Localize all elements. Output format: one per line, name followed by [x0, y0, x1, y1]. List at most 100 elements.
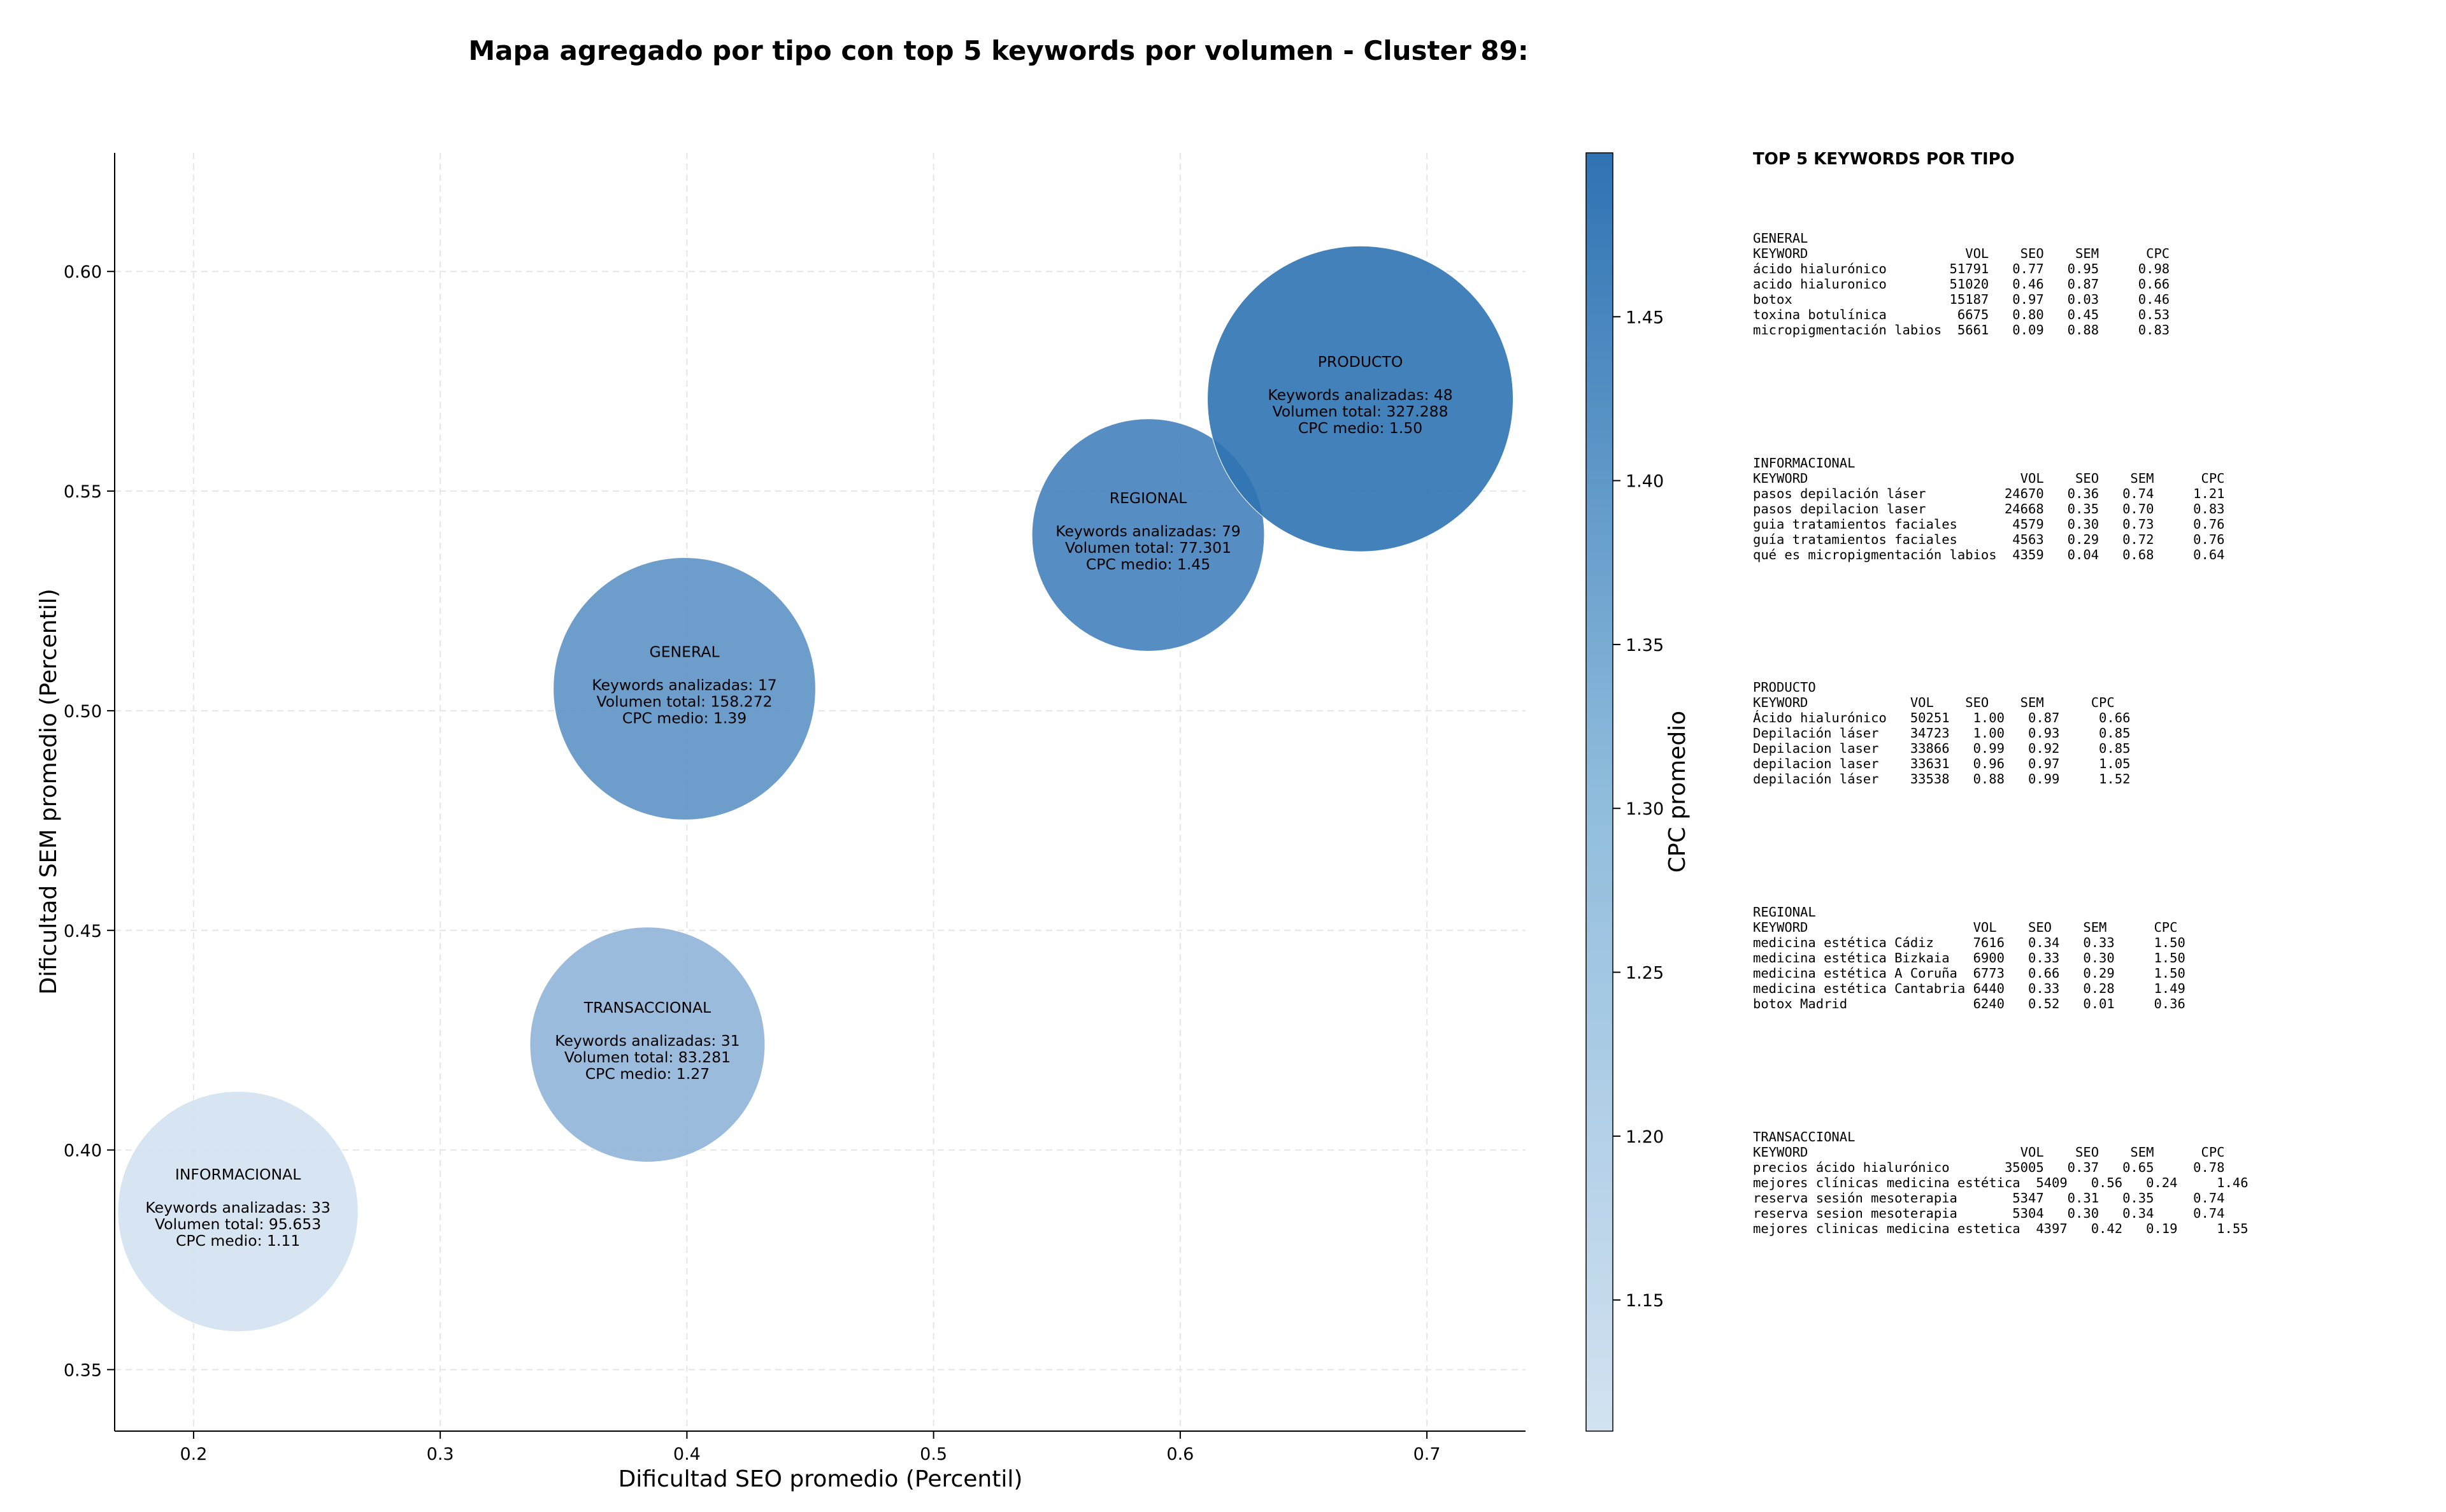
- table-row: botox 15187 0.97 0.03 0.46: [1753, 292, 2170, 307]
- colorbar-gradient: [1585, 152, 1613, 1432]
- table-header-row: KEYWORD VOL SEO SEM CPC: [1753, 920, 2178, 935]
- bubble-stat: Keywords analizadas: 17: [592, 676, 776, 694]
- table-row: reserva sesión mesoterapia 5347 0.31 0.3…: [1753, 1190, 2225, 1206]
- colorbar-tick-label: 1.40: [1626, 472, 1664, 492]
- bubble-stat: Volumen total: 327.288: [1273, 403, 1448, 420]
- table-row: qué es micropigmentación labios 4359 0.0…: [1753, 547, 2225, 562]
- table-row: mejores clinicas medicina estetica 4397 …: [1753, 1221, 2249, 1236]
- x-tick-label: 0.7: [1413, 1444, 1441, 1464]
- table-header-row: KEYWORD VOL SEO SEM CPC: [1753, 471, 2225, 486]
- table-row: pasos depilacion laser 24668 0.35 0.70 0…: [1753, 501, 2225, 517]
- colorbar-tick-label: 1.15: [1626, 1291, 1664, 1311]
- colorbar-tick-label: 1.30: [1626, 799, 1664, 819]
- keyword-table-informacional: INFORMACIONAL KEYWORD VOL SEO SEM CPC paso…: [1753, 455, 2225, 562]
- table-heading: TRANSACCIONAL: [1753, 1129, 1856, 1145]
- table-row: Depilación láser 34723 1.00 0.93 0.85: [1753, 725, 2131, 741]
- x-tick-label: 0.6: [1166, 1444, 1194, 1464]
- bubble-stat: CPC medio: 1.50: [1298, 419, 1422, 437]
- table-row: acido hialuronico 51020 0.46 0.87 0.66: [1753, 276, 2170, 292]
- x-ticks: 0.2 0.3 0.4 0.5 0.6 0.7: [180, 1431, 1441, 1464]
- y-ticks: 0.35 0.40 0.45 0.50 0.55 0.60: [64, 262, 115, 1380]
- chart-title: Mapa agregado por tipo con top 5 keyword…: [468, 35, 1529, 66]
- keyword-table-producto: PRODUCTO KEYWORD VOL SEO SEM CPC Ácido hia…: [1753, 680, 2130, 787]
- table-header-row: KEYWORD VOL SEO SEM CPC: [1753, 1145, 2225, 1160]
- keyword-table-transaccional: TRANSACCIONAL KEYWORD VOL SEO SEM CPC prec…: [1753, 1129, 2249, 1236]
- table-heading: REGIONAL: [1753, 904, 1816, 920]
- table-row: micropigmentación labios 5661 0.09 0.88 …: [1753, 322, 2170, 338]
- bubble-stat: CPC medio: 1.11: [176, 1232, 300, 1250]
- bubble-stat: Volumen total: 95.653: [155, 1215, 321, 1233]
- table-row: guia tratamientos faciales 4579 0.30 0.7…: [1753, 517, 2225, 532]
- table-row: medicina estética A Coruña 6773 0.66 0.2…: [1753, 966, 2185, 981]
- bubble-label: PRODUCTO: [1318, 353, 1403, 371]
- y-axis-label: Dificultad SEM promedio (Percentil): [36, 588, 62, 995]
- bubble: [553, 557, 816, 820]
- bubble-stat: Keywords analizadas: 33: [145, 1199, 330, 1216]
- table-row: ácido hialurónico 51791 0.77 0.95 0.98: [1753, 261, 2170, 276]
- colorbar: 1.15 1.20 1.25 1.30 1.35 1.40 1.45 CPC promedi…: [1585, 152, 1691, 1432]
- colorbar-tick-label: 1.45: [1626, 308, 1664, 327]
- colorbar-tick-label: 1.35: [1626, 636, 1664, 655]
- table-heading: INFORMACIONAL: [1753, 455, 1856, 471]
- bubble-stat: CPC medio: 1.39: [622, 709, 747, 727]
- top-keywords-panel: TOP 5 KEYWORDS POR TIPO GENERAL KEYWORD V…: [1753, 150, 2441, 1236]
- bubble-label: INFORMACIONAL: [175, 1166, 301, 1183]
- table-row: reserva sesion mesoterapia 5304 0.30 0.3…: [1753, 1206, 2225, 1221]
- table-row: depilación láser 33538 0.88 0.99 1.52: [1753, 771, 2131, 787]
- axes: [114, 153, 1526, 1432]
- x-tick-label: 0.5: [920, 1444, 947, 1464]
- bubble-stat: Volumen total: 83.281: [564, 1048, 731, 1066]
- table-row: depilacion laser 33631 0.96 0.97 1.05: [1753, 756, 2131, 771]
- bubble-label: REGIONAL: [1110, 489, 1187, 507]
- bubble-group: INFORMACIONAL Keywords analizadas: 33Volu…: [117, 1091, 359, 1332]
- x-tick-label: 0.2: [180, 1444, 207, 1464]
- y-tick-label: 0.35: [64, 1360, 102, 1380]
- panel-title: TOP 5 KEYWORDS POR TIPO: [1753, 150, 2015, 169]
- table-heading: GENERAL: [1753, 231, 1808, 246]
- table-row: mejores clínicas medicina estética 5409 …: [1753, 1175, 2249, 1190]
- bubble-stat: Volumen total: 158.272: [596, 692, 772, 710]
- bubble: [1031, 418, 1265, 652]
- x-tick-label: 0.3: [427, 1444, 454, 1464]
- y-tick-label: 0.45: [64, 922, 102, 941]
- bubble-stat: CPC medio: 1.45: [1086, 555, 1210, 573]
- table-row: medicina estética Bizkaia 6900 0.33 0.30…: [1753, 950, 2185, 966]
- table-heading: PRODUCTO: [1753, 680, 1816, 695]
- y-tick-label: 0.40: [64, 1141, 102, 1161]
- bubble-label: TRANSACCIONAL: [583, 999, 711, 1016]
- table-header-row: KEYWORD VOL SEO SEM CPC: [1753, 695, 2115, 710]
- colorbar-tick-label: 1.20: [1626, 1127, 1664, 1147]
- bubble-group: TRANSACCIONAL Keywords analizadas: 31Volu…: [529, 927, 766, 1163]
- table-row: botox Madrid 6240 0.52 0.01 0.36: [1753, 996, 2185, 1011]
- bubble-label: GENERAL: [650, 643, 720, 660]
- keyword-table-regional: REGIONAL KEYWORD VOL SEO SEM CPC medicina …: [1753, 904, 2185, 1011]
- table-row: precios ácido hialurónico 35005 0.37 0.6…: [1753, 1160, 2225, 1175]
- colorbar-ticks: 1.15 1.20 1.25 1.30 1.35 1.40 1.45: [1613, 308, 1664, 1311]
- bubble: [1207, 245, 1514, 552]
- keyword-table-general: GENERAL KEYWORD VOL SEO SEM CPC ácido hial…: [1753, 231, 2170, 338]
- table-row: Depilacion laser 33866 0.99 0.92 0.85: [1753, 741, 2131, 756]
- table-row: pasos depilación láser 24670 0.36 0.74 1…: [1753, 486, 2225, 501]
- bubble-stat: Keywords analizadas: 48: [1268, 386, 1452, 404]
- y-tick-label: 0.60: [64, 262, 102, 282]
- table-header-row: KEYWORD VOL SEO SEM CPC: [1753, 246, 2170, 261]
- table-row: Ácido hialurónico 50251 1.00 0.87 0.66: [1753, 710, 2131, 725]
- y-tick-label: 0.50: [64, 702, 102, 722]
- x-axis-label: Dificultad SEO promedio (Percentil): [619, 1466, 1023, 1492]
- table-row: toxina botulínica 6675 0.80 0.45 0.53: [1753, 307, 2170, 322]
- colorbar-tick-label: 1.25: [1626, 964, 1664, 983]
- table-row: medicina estética Cádiz 7616 0.34 0.33 1…: [1753, 935, 2185, 950]
- x-tick-label: 0.4: [673, 1444, 701, 1464]
- table-row: guía tratamientos faciales 4563 0.29 0.7…: [1753, 532, 2225, 547]
- bubble: [117, 1091, 359, 1332]
- bubble-stat: Keywords analizadas: 79: [1055, 522, 1240, 540]
- colorbar-label: CPC promedio: [1664, 711, 1691, 873]
- table-row: medicina estética Cantabria 6440 0.33 0.…: [1753, 981, 2185, 996]
- bubble: [529, 927, 766, 1163]
- bubble-stat: Keywords analizadas: 31: [555, 1032, 740, 1050]
- y-tick-label: 0.55: [64, 482, 102, 502]
